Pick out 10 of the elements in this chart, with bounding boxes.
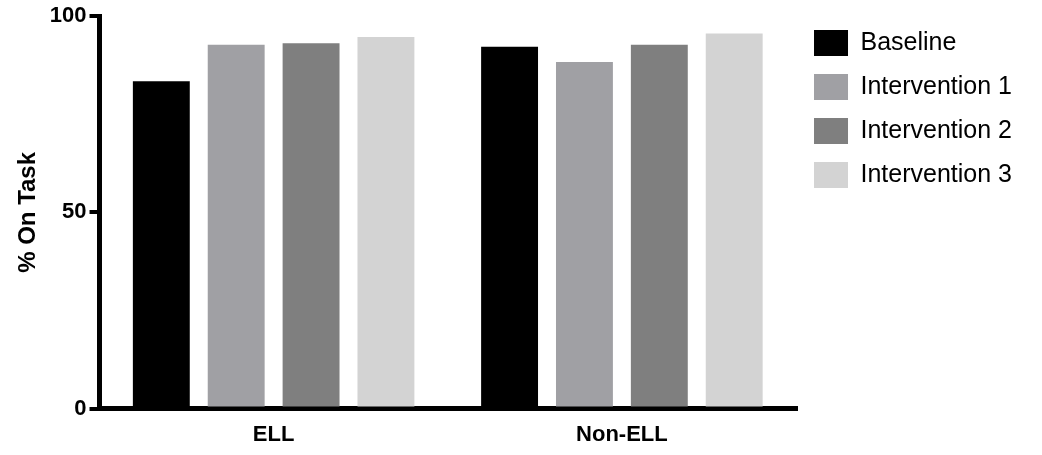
y-axis-title: % On Task xyxy=(13,151,41,273)
legend-label: Baseline xyxy=(860,26,957,55)
x-tick-label: ELL xyxy=(252,420,295,446)
y-tick-label: 100 xyxy=(49,2,87,28)
x-tick-label: Non-ELL xyxy=(576,420,668,446)
legend-label: Intervention 2 xyxy=(860,114,1013,143)
y-tick-label: 50 xyxy=(62,198,87,224)
legend-label: Intervention 3 xyxy=(860,158,1013,187)
legend-label: Intervention 1 xyxy=(860,70,1013,99)
y-tick-label: 0 xyxy=(74,394,87,420)
